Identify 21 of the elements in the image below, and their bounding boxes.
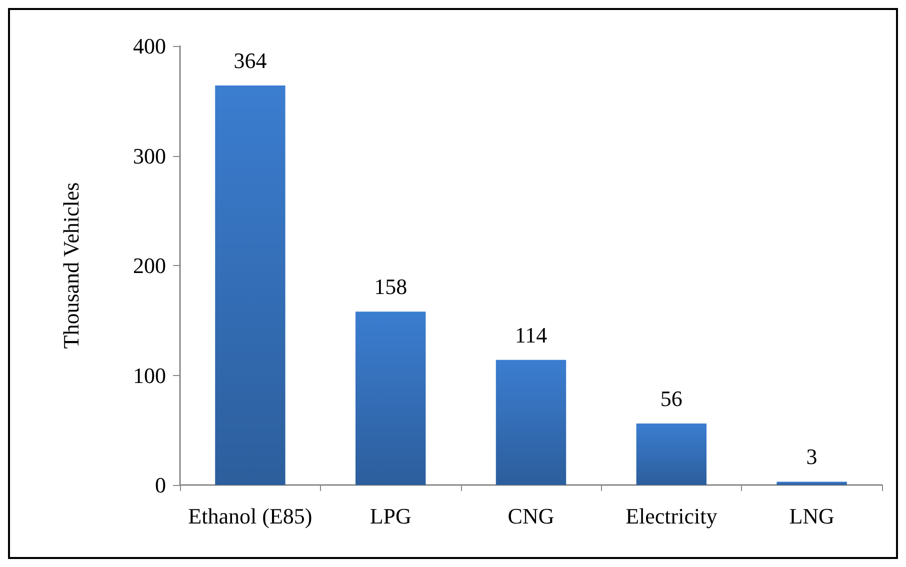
x-tick-label: CNG: [508, 504, 554, 528]
data-label: 3: [806, 444, 818, 470]
x-tick-label: Electricity: [626, 504, 718, 528]
x-tick-label: LNG: [789, 504, 835, 528]
bar: [776, 482, 847, 485]
y-tick-label: 300: [133, 143, 166, 168]
data-label: 158: [374, 274, 408, 300]
bar: [356, 312, 426, 485]
bar: [636, 424, 706, 485]
bar: [496, 360, 566, 485]
y-axis-title: Thousand Vehicles: [58, 182, 84, 349]
x-tick-label: LPG: [370, 504, 412, 528]
y-tick-label: 100: [133, 362, 166, 388]
y-tick-label: 400: [133, 34, 166, 58]
x-tick-label: Ethanol (E85): [188, 504, 312, 528]
bar: [215, 86, 286, 485]
y-tick-label: 200: [133, 253, 166, 278]
y-tick-label: 0: [155, 472, 166, 498]
data-label: 364: [234, 48, 267, 74]
data-label: 114: [514, 322, 548, 348]
data-label: 56: [660, 386, 682, 412]
